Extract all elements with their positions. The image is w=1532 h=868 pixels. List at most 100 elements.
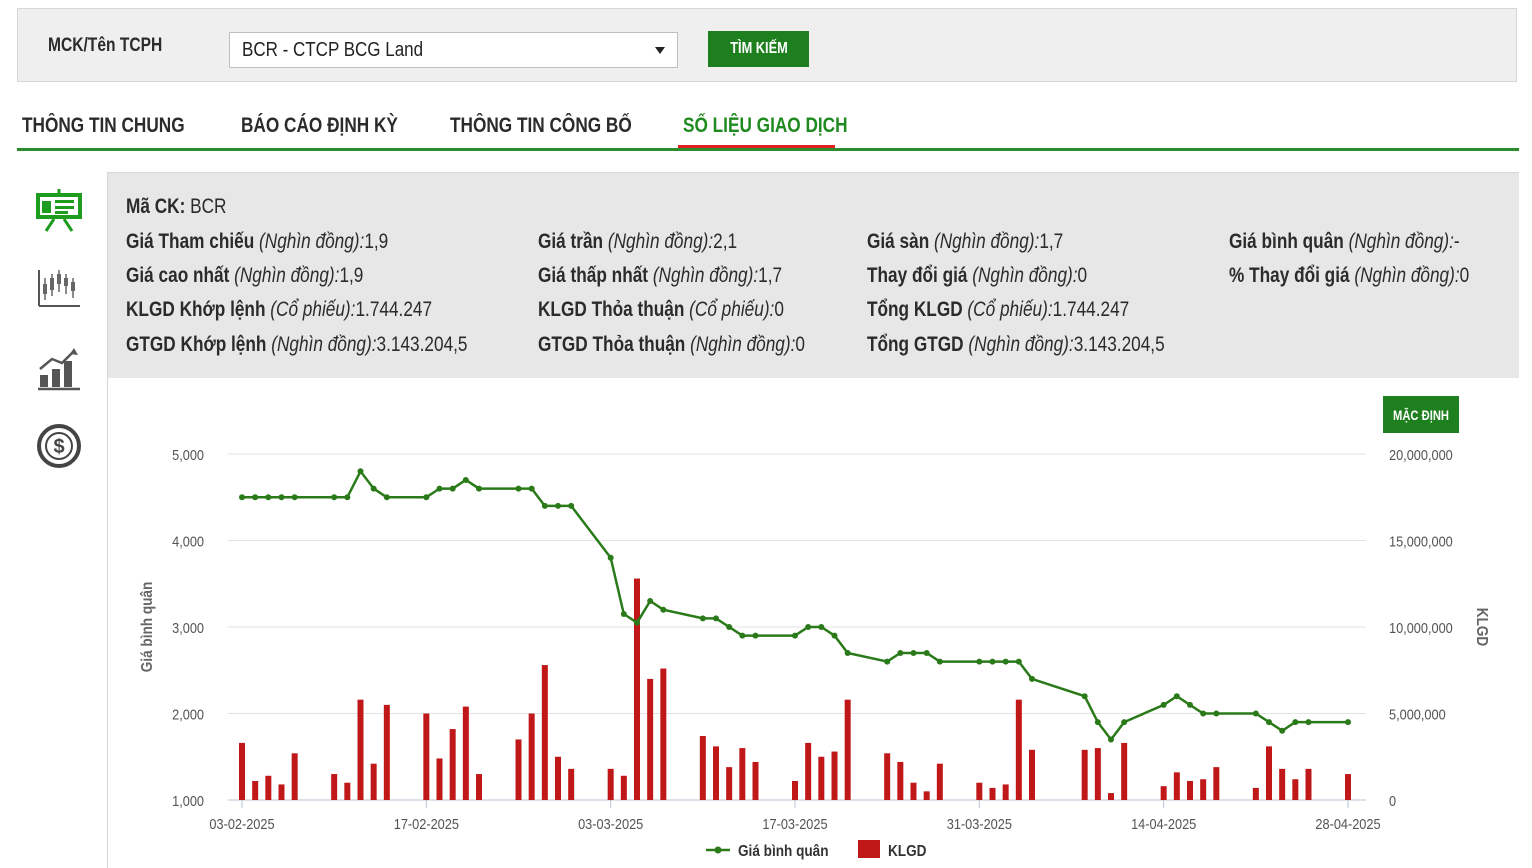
price-point [1252, 710, 1259, 717]
price-point [1094, 719, 1101, 726]
reset-zoom-label: MẶC ĐỊNH [1393, 406, 1449, 423]
price-point [1187, 701, 1193, 708]
price-point [278, 494, 285, 501]
field-unit: (Nghìn đồng): [934, 230, 1040, 253]
price-point [357, 468, 364, 475]
dollar-coin-icon[interactable]: $ [34, 422, 84, 472]
field-value: 2,1 [713, 230, 738, 253]
volume-bar [805, 742, 812, 800]
volume-bar [1305, 768, 1312, 800]
price-point [265, 494, 272, 501]
volume-bar [739, 748, 746, 800]
x-axis-tick-label: 28-04-2025 [1315, 815, 1380, 832]
tab-general-info[interactable]: THÔNG TIN CHUNG [22, 104, 192, 148]
volume-bar [462, 706, 469, 800]
tab-disclosures[interactable]: THÔNG TIN CÔNG BỐ [450, 104, 650, 148]
price-point [607, 554, 614, 561]
field-label: Giá trần [538, 230, 604, 253]
volume-bar [989, 787, 996, 800]
volume-bar [344, 782, 351, 800]
tab-trading-data[interactable]: SỐ LIỆU GIAO DỊCH [678, 104, 848, 148]
field-unit: (Nghìn đồng): [271, 333, 377, 356]
tab-periodic-reports[interactable]: BÁO CÁO ĐỊNH KỲ [241, 104, 411, 148]
price-point [1213, 710, 1220, 717]
field-value: 0 [795, 333, 805, 356]
x-axis-tick-label: 03-02-2025 [209, 815, 274, 832]
price-point [1305, 719, 1312, 726]
info-vol-negotiated: KLGD Thỏa thuận (Cổ phiếu):0 [538, 298, 784, 322]
field-value: 3.143.204,5 [376, 333, 468, 356]
x-axis-tick-label: 03-03-2025 [578, 815, 643, 832]
price-point [936, 658, 943, 665]
x-axis-tick-label: 17-02-2025 [394, 815, 459, 832]
legend-volume-label: KLGD [888, 843, 927, 860]
field-unit: (Nghìn đồng): [1348, 230, 1454, 253]
volume-bar [331, 774, 338, 800]
candlestick-chart-icon[interactable] [34, 266, 84, 316]
right-axis-tick-label: 10,000,000 [1389, 619, 1453, 636]
price-point [344, 494, 351, 501]
volume-bar [1345, 774, 1351, 800]
price-point [844, 649, 851, 656]
volume-bar [291, 753, 298, 800]
info-low-price: Giá thấp nhất (Nghìn đồng):1,7 [538, 264, 782, 288]
volume-bar [265, 775, 272, 800]
price-point [1292, 719, 1299, 726]
price-point [515, 485, 522, 492]
volume-bar [278, 784, 285, 800]
field-label: KLGD Thỏa thuận [538, 298, 685, 321]
info-vol-total: Tổng KLGD (Cổ phiếu):1.744.247 [867, 298, 1129, 322]
price-point [423, 494, 430, 501]
volume-bar [897, 761, 904, 800]
presentation-board-icon[interactable] [34, 187, 84, 237]
field-unit: (Nghìn đồng): [607, 230, 714, 253]
search-button[interactable]: TÌM KIẾM [708, 31, 809, 67]
price-point [555, 502, 561, 509]
svg-text:$: $ [53, 436, 64, 458]
left-axis-title: Giá bình quân [139, 582, 156, 673]
field-value: 0 [1459, 264, 1470, 287]
tab-label: BÁO CÁO ĐỊNH KỲ [241, 114, 398, 137]
right-axis-title: KLGD [1473, 608, 1490, 647]
price-point [1345, 719, 1351, 726]
field-value: 1,9 [364, 230, 389, 253]
volume-bar [1292, 779, 1299, 800]
price-point [923, 649, 930, 656]
price-point [831, 632, 838, 639]
field-value: 3.143.204,5 [1073, 333, 1165, 356]
right-axis-tick-label: 15,000,000 [1389, 532, 1453, 549]
field-value: 1,9 [339, 264, 364, 287]
field-label: Giá thấp nhất [538, 264, 649, 287]
price-point [805, 624, 812, 630]
info-high-price: Giá cao nhất (Nghìn đồng):1,9 [126, 264, 363, 288]
volume-bar [647, 678, 654, 800]
reset-zoom-button[interactable]: MẶC ĐỊNH [1383, 396, 1459, 433]
price-point [1015, 658, 1022, 665]
price-point [1200, 710, 1207, 717]
info-floor-price: Giá sàn (Nghìn đồng):1,7 [867, 230, 1063, 254]
company-select[interactable]: BCR - CTCP BCG Land [229, 32, 678, 68]
volume-bar [568, 768, 575, 800]
volume-bar [436, 758, 443, 800]
bar-growth-chart-icon[interactable] [34, 345, 84, 395]
price-point [239, 494, 245, 501]
legend-bar-marker [858, 840, 880, 858]
field-label: Giá bình quân [1229, 230, 1344, 253]
tab-label: THÔNG TIN CÔNG BỐ [450, 114, 632, 137]
volume-bar [1200, 779, 1207, 800]
price-point [568, 502, 575, 509]
volume-bar [726, 767, 733, 800]
price-point [752, 632, 759, 639]
price-point [620, 611, 627, 618]
price-point [699, 615, 706, 622]
price-point [647, 598, 654, 605]
volume-bar [357, 699, 364, 800]
volume-bar [936, 763, 943, 800]
field-unit: (Nghìn đồng): [259, 230, 365, 253]
volume-bar [1266, 746, 1272, 800]
field-label: KLGD Khớp lệnh [126, 298, 266, 321]
volume-bar [1015, 699, 1022, 800]
volume-bar [383, 704, 390, 800]
info-ref-price: Giá Tham chiếu (Nghìn đồng):1,9 [126, 230, 388, 254]
left-axis-tick-label: 4,000 [172, 532, 204, 549]
